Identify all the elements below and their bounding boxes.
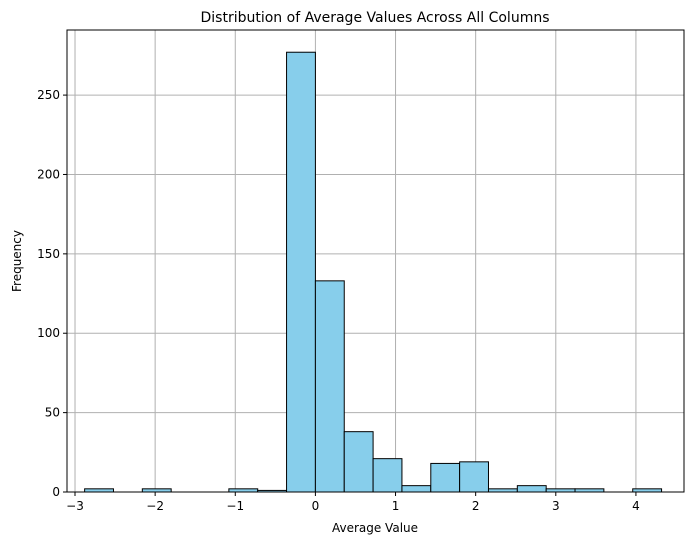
- grid-lines: [67, 30, 684, 493]
- y-tick-label: 250: [37, 88, 60, 102]
- chart-title: Distribution of Average Values Across Al…: [201, 10, 550, 26]
- y-tick-label: 200: [37, 167, 60, 181]
- x-tick-label: 4: [632, 499, 640, 513]
- histogram-bar: [430, 462, 461, 493]
- histogram-bar: [343, 431, 374, 493]
- y-tick-label: 0: [52, 485, 60, 499]
- x-tick-label: −3: [66, 499, 84, 513]
- plot-frame: [66, 29, 685, 493]
- histogram-bars: [84, 51, 663, 493]
- histogram-bar: [286, 51, 316, 493]
- y-tick-label: 100: [37, 326, 60, 340]
- y-axis-ticks: 0 50 100 150 200 250: [37, 88, 67, 499]
- x-axis-label: Average Value: [332, 521, 418, 535]
- x-tick-label: −1: [226, 499, 244, 513]
- y-axis-label: Frequency: [10, 230, 24, 292]
- histogram-bar: [372, 458, 403, 493]
- histogram-bar: [314, 280, 345, 493]
- histogram-bar: [516, 485, 547, 493]
- x-tick-label: −2: [146, 499, 164, 513]
- y-tick-label: 50: [45, 406, 60, 420]
- histogram-bar: [459, 461, 489, 493]
- x-axis-ticks: −3 −2 −1 0 1 2 3 4: [66, 492, 640, 513]
- x-tick-label: 3: [552, 499, 560, 513]
- x-tick-label: 2: [472, 499, 480, 513]
- histogram-bar: [401, 485, 432, 493]
- x-tick-label: 0: [312, 499, 320, 513]
- y-tick-label: 150: [37, 247, 60, 261]
- x-tick-label: 1: [392, 499, 400, 513]
